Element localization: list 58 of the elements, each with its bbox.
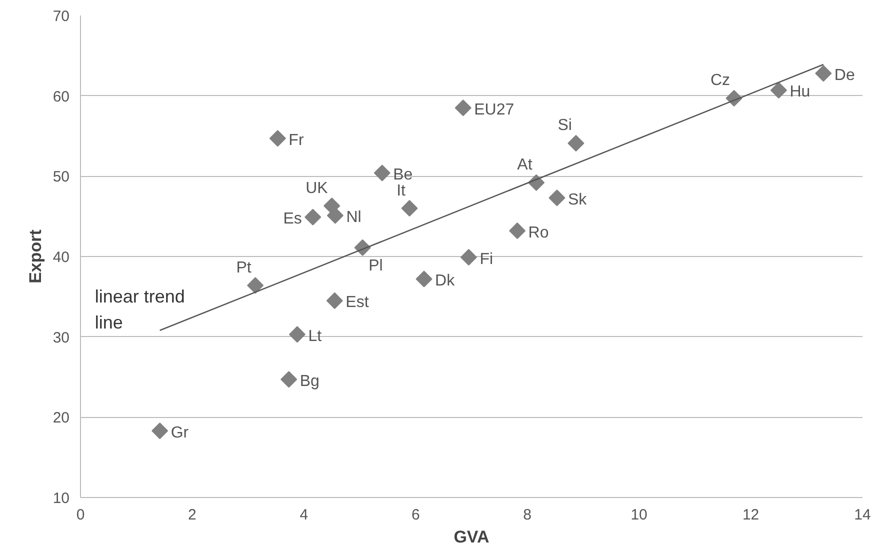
annotation: Pt xyxy=(236,259,252,276)
point xyxy=(288,326,306,343)
point xyxy=(460,249,477,266)
annotation: Sk xyxy=(568,191,588,208)
annotation: It xyxy=(396,182,406,200)
annotation: At xyxy=(517,156,533,174)
point xyxy=(326,207,344,224)
point xyxy=(374,164,390,182)
point xyxy=(247,277,264,294)
x-tick-label: 12 xyxy=(742,506,760,524)
x-tick-label: 2 xyxy=(188,506,196,524)
annotation: Hu xyxy=(790,84,810,101)
x-tick-label: 0 xyxy=(76,506,85,524)
annotation: Fr xyxy=(288,132,304,149)
point xyxy=(416,270,432,288)
y-tick-label: 50 xyxy=(52,168,70,186)
point xyxy=(152,422,168,440)
annotation: Pl xyxy=(368,258,383,275)
annotation: De xyxy=(834,66,855,84)
point xyxy=(326,292,343,309)
y-tick-label: 70 xyxy=(52,8,70,25)
annotation: UK xyxy=(306,180,328,197)
annotation: Nl xyxy=(346,209,362,226)
point xyxy=(280,371,298,388)
annotation: Dk xyxy=(435,272,456,290)
x-tick-label: 14 xyxy=(854,506,871,524)
point xyxy=(401,200,418,217)
y-tick-label: 60 xyxy=(52,88,70,106)
annotation: Cz xyxy=(710,72,730,90)
point xyxy=(568,134,584,152)
y-tick-label: 10 xyxy=(52,490,70,507)
series-label: linear trend line xyxy=(94,286,185,332)
y-tick-label: 20 xyxy=(52,410,70,427)
y-tick-label: 40 xyxy=(52,249,70,266)
x-tick-label: 4 xyxy=(300,506,308,524)
x-tick-label: 10 xyxy=(630,506,648,524)
point xyxy=(509,222,526,240)
point xyxy=(815,65,832,82)
annotation: EU27 xyxy=(474,101,514,118)
y-axis-title: Export xyxy=(26,229,45,284)
annotation: Be xyxy=(393,166,413,184)
point xyxy=(269,130,286,147)
point xyxy=(304,208,322,226)
x-tick-label: 6 xyxy=(411,506,420,524)
annotation: Es xyxy=(283,210,302,228)
point xyxy=(770,82,787,98)
y-tick-label: 30 xyxy=(52,329,70,346)
annotation: Gr xyxy=(170,424,190,442)
annotation: Si xyxy=(558,117,572,134)
annotation: Lt xyxy=(308,328,322,345)
annotation: Fi xyxy=(480,250,494,268)
annotation: Ro xyxy=(528,224,549,242)
point xyxy=(454,100,472,116)
annotation: Est xyxy=(346,294,370,312)
x-tick-label: 8 xyxy=(523,506,532,524)
x-axis-title: GVA xyxy=(454,528,490,546)
annotation: Bg xyxy=(300,372,320,390)
point xyxy=(548,190,566,206)
